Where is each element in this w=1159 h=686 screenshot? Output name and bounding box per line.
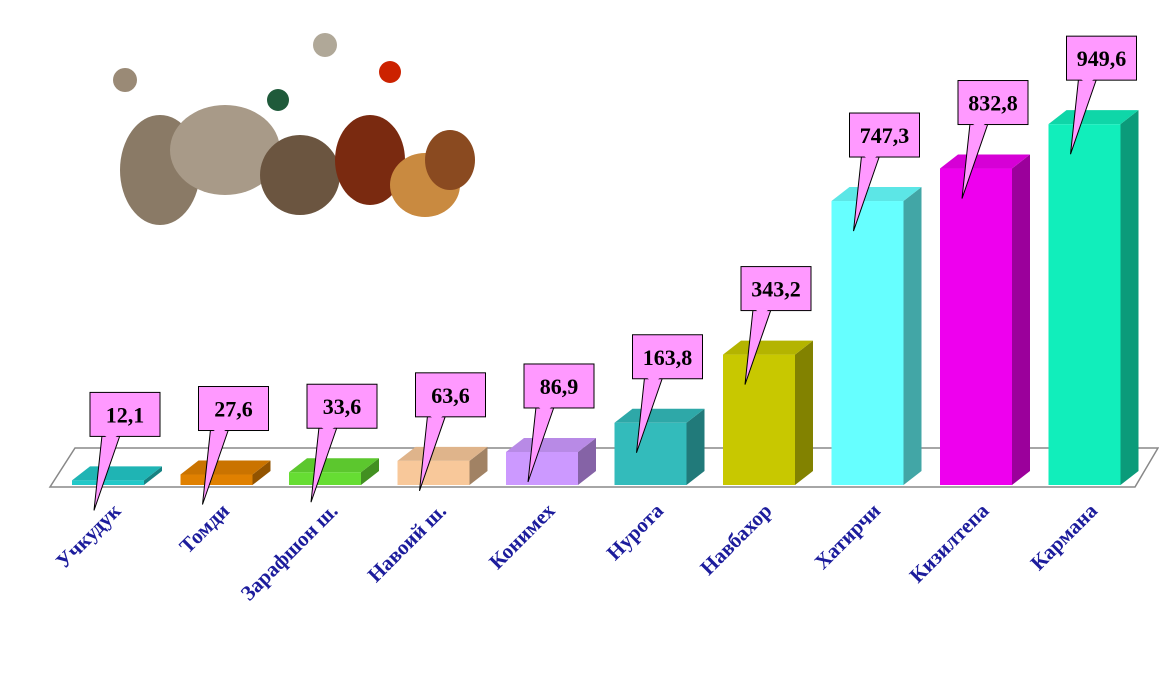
x-tick-label: Зарафшон ш. — [236, 499, 343, 606]
callout-box — [306, 383, 378, 429]
bar-side — [144, 466, 162, 485]
value-label: 33,6 — [323, 394, 362, 419]
x-tick-label: Томди — [174, 499, 234, 559]
callout-box — [957, 80, 1029, 126]
bar-side — [469, 446, 488, 485]
bar-side — [1120, 110, 1139, 485]
value-label: 63,6 — [431, 383, 470, 408]
callout-box — [1066, 35, 1137, 81]
callout-pointer-cover — [537, 405, 553, 412]
value-label: 949,6 — [1077, 46, 1127, 71]
x-tick-label: Кизилтепа — [905, 498, 994, 587]
bar — [1048, 124, 1121, 485]
value-label: 12,1 — [106, 402, 145, 427]
callout-pointer-cover — [103, 434, 119, 441]
bar-side — [795, 340, 813, 485]
bar-top — [940, 154, 1030, 169]
bar — [614, 422, 687, 485]
x-tick-label: Навбахор — [695, 499, 776, 580]
value-label: 747,3 — [860, 123, 910, 148]
callout-box — [415, 372, 486, 418]
value-label: 27,6 — [214, 397, 253, 422]
bar — [831, 201, 904, 485]
value-label: 86,9 — [540, 374, 579, 399]
x-tick-label: Кармана — [1026, 498, 1103, 575]
bar-top — [831, 187, 922, 202]
bar-side — [686, 408, 705, 485]
birds-picture — [113, 33, 475, 225]
bar-top — [614, 408, 705, 423]
callout-pointer-cover — [971, 122, 987, 129]
bar-side — [578, 437, 596, 485]
callout-pointer-cover — [754, 308, 770, 315]
bar-top — [1048, 110, 1139, 125]
value-label: 163,8 — [643, 345, 693, 370]
bar-top — [723, 340, 813, 355]
callout-box — [198, 386, 269, 432]
bar — [289, 472, 361, 485]
callout-box — [632, 334, 703, 380]
callout-pointer-cover — [320, 426, 336, 433]
callout-box — [523, 363, 595, 409]
callout-pointer-cover — [1079, 78, 1096, 85]
bar-top — [289, 458, 379, 473]
bar — [723, 354, 795, 485]
bar — [940, 168, 1012, 485]
bar-side — [903, 187, 922, 485]
value-label: 832,8 — [968, 91, 1018, 116]
bar — [180, 474, 253, 485]
callout-box — [89, 391, 161, 437]
bar-side — [1012, 154, 1030, 485]
bar — [506, 451, 578, 485]
callout-pointer-cover — [211, 428, 228, 435]
x-tick-label: Учкудук — [51, 498, 126, 573]
callout-pointer-cover — [645, 376, 662, 383]
callout-pointer-cover — [862, 155, 879, 162]
bar-top — [72, 466, 162, 481]
callout-box — [849, 112, 920, 158]
x-tick-label: Хатирчи — [810, 499, 885, 574]
bar-top — [397, 446, 488, 461]
bar-top — [180, 460, 271, 475]
value-label: 343,2 — [751, 277, 801, 302]
x-tick-label: Нурота — [602, 498, 669, 565]
x-tick-label: Конимех — [484, 498, 560, 574]
callout-pointer-cover — [428, 414, 445, 421]
callout-box — [740, 266, 812, 312]
bar-side — [252, 460, 271, 485]
bar-top — [506, 437, 596, 452]
bar — [72, 480, 144, 485]
bar — [397, 460, 470, 485]
x-tick-label: Навоий ш. — [363, 499, 451, 587]
bar-side — [361, 458, 379, 485]
